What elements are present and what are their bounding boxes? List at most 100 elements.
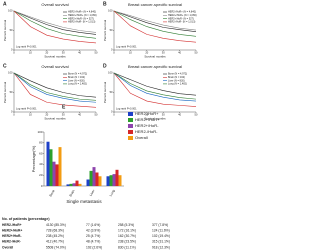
panel-label: D — [103, 63, 107, 69]
y-tick-label: 0 — [11, 110, 13, 114]
y-tick-label: 20 — [39, 173, 43, 177]
x-tick-label: 30 — [62, 50, 65, 54]
legend-label: HER2-/HoR+ — [135, 111, 159, 116]
table-cell: 162 (30.7%) — [118, 234, 136, 238]
y-axis-label: Percent survival — [103, 81, 107, 103]
y-axis-label: Percentage(%) — [31, 145, 36, 172]
legend-label: HER2-/HoR- (N = 1,013) — [168, 21, 195, 24]
panel-label: E — [62, 104, 66, 110]
x-axis-label: Survival months — [144, 54, 166, 58]
y-axis-label: Percent survival — [3, 19, 7, 41]
y-tick-label: 100 — [37, 130, 42, 134]
legend-label: HER2+/HoR- (N = 527) — [168, 17, 194, 20]
bar — [95, 172, 99, 186]
legend-label: Liver (N = 830) — [68, 79, 85, 82]
panel-label: A — [3, 1, 7, 7]
x-axis-label: Survival months — [44, 54, 66, 58]
x-tick-label: 40 — [178, 112, 181, 116]
survival-curve — [13, 72, 97, 103]
bar — [72, 183, 76, 186]
x-tick-label: 50 — [95, 50, 98, 54]
x-axis-label: Single metastasis — [66, 199, 102, 204]
legend-label: Bone (N = 4,972) — [68, 73, 87, 76]
legend-swatch — [128, 112, 133, 116]
table-cell: 830 (11.1%) — [118, 245, 136, 249]
y-tick-label: 50 — [10, 28, 13, 32]
survival-curve — [113, 10, 197, 37]
x-tick-label: 30 — [62, 112, 65, 116]
x-tick-label: 40 — [78, 112, 81, 116]
table-cell: HER2-/HoR+ — [2, 223, 22, 227]
legend-label: Brain (N = 162) — [68, 76, 85, 79]
table-cell: 192 (2.6%) — [86, 245, 102, 249]
x-tick-label: Lung — [109, 189, 116, 197]
legend-label: Bone (N = 4,972) — [168, 73, 187, 76]
bar — [98, 176, 102, 186]
panel-title: Overall survival — [41, 2, 68, 7]
y-tick-label: 100 — [8, 71, 13, 75]
survival-curve — [13, 10, 97, 33]
x-tick-label: 0 — [13, 50, 15, 54]
legend-swatch — [128, 136, 133, 140]
table-cell: 77 (1.6%) — [86, 223, 100, 227]
bar — [92, 167, 96, 186]
legend-label: Lung (N = 1,482) — [68, 83, 87, 86]
x-tick-label: Liver — [89, 188, 96, 197]
table-cell: 5508 (74.0%) — [46, 245, 66, 249]
bar — [86, 179, 90, 186]
table-cell: HER2+/HoR- — [2, 234, 22, 238]
bar — [106, 176, 110, 186]
y-tick-label: 80 — [39, 141, 43, 145]
y-axis-label: Percent survival — [3, 81, 7, 103]
survival-curve — [113, 10, 197, 32]
y-tick-label: 50 — [110, 28, 113, 32]
x-tick-label: 20 — [145, 50, 148, 54]
legend-label: HER2+/HoR- (N = 527) — [68, 17, 94, 20]
table-cell: 315 (31.1%) — [152, 240, 170, 244]
x-tick-label: 40 — [78, 50, 81, 54]
legend-label: HER2-/HoR+ (N = 4,840) — [168, 11, 196, 14]
legend-label: Liver (N = 830) — [168, 79, 185, 82]
legend-label: HER2+/HoR- — [135, 123, 159, 128]
x-axis-label: Survival months — [144, 116, 166, 120]
panel-title: Breast cancer-specific survival — [128, 2, 182, 7]
survival-curve — [113, 72, 197, 102]
table-cell: 258 (5.3%) — [118, 223, 134, 227]
legend-swatch — [128, 124, 133, 128]
bar — [52, 161, 56, 186]
legend-label: Overall — [135, 135, 148, 140]
y-tick-label: 0 — [41, 184, 43, 188]
bar — [58, 147, 62, 186]
table-cell: Overall — [2, 245, 13, 249]
bar — [69, 183, 73, 186]
y-tick-label: 50 — [10, 90, 13, 94]
survival-curve — [113, 72, 197, 100]
panel-title: Breast cancer-specific survival — [128, 64, 182, 69]
bar — [118, 175, 122, 186]
x-tick-label: 20 — [45, 50, 48, 54]
table-cell: HER2+/HoR+ — [2, 228, 22, 232]
legend-label: HER2+/HoR+ — [135, 117, 160, 122]
bar — [109, 175, 113, 186]
bar — [66, 184, 70, 186]
survival-curve — [113, 10, 197, 31]
legend-label: HER2+/HoR+ (N = 1,066) — [68, 14, 97, 17]
survival-curve — [13, 10, 97, 35]
legend-label: HER2-/HoR- — [135, 129, 158, 134]
x-tick-label: 0 — [13, 112, 15, 116]
survival-curve — [113, 10, 197, 43]
y-tick-label: 60 — [39, 151, 43, 155]
table-cell: 25 (4.7%) — [86, 234, 100, 238]
bar — [75, 180, 79, 186]
legend-label: HER2-/HoR+ (N = 4,840) — [68, 11, 96, 14]
table-cell: 172 (16.1%) — [118, 228, 136, 232]
table-cell: 918 (12.3%) — [152, 245, 170, 249]
annotation: Log rank P<0.001 — [16, 107, 37, 111]
legend-label: Brain (N = 162) — [168, 76, 185, 79]
survival-curve — [13, 10, 97, 39]
x-tick-label: 50 — [195, 112, 198, 116]
y-tick-label: 0 — [111, 48, 113, 52]
y-tick-label: 0 — [11, 48, 13, 52]
x-tick-label: 20 — [145, 112, 148, 116]
legend-swatch — [128, 118, 133, 122]
